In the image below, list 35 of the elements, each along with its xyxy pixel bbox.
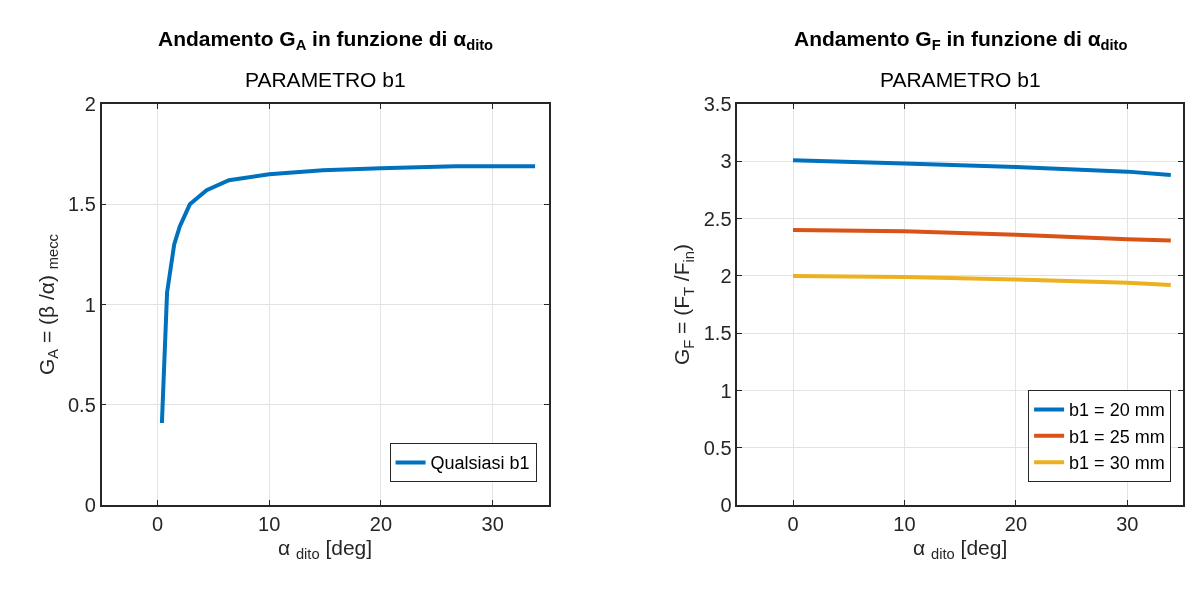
chart-subtitle: PARAMETRO b1 [245,68,406,91]
x-tick-label: 30 [1116,512,1139,535]
y-tick-label: 1 [84,293,96,316]
y-tick-label: 2 [720,264,732,287]
y-tick-label: 0 [720,494,732,517]
chart-title: Andamento G$_{F}$ in funzione di α$_{dito}$ [794,27,1128,54]
y-tick-label: 0 [84,494,96,517]
x-tick-label: 0 [151,512,164,535]
line-series [791,158,1173,178]
legend-label: b1 = 30 mm [1069,453,1165,474]
chart-subtitle: PARAMETRO b1 [880,68,1041,91]
y-tick-label: 1 [720,379,732,402]
legend-label: Qualsiasi b1 [430,453,530,474]
y-tick-label: 2.5 [703,207,732,230]
x-tick-label: 20 [369,512,393,535]
x-axis-title: α $_{dito}$ [deg] [277,535,373,563]
x-tick-label: 20 [1004,512,1028,535]
y-tick-label: 1.5 [703,322,732,345]
x-tick-label: 10 [258,512,281,535]
x-axis-title: α $_{dito}$ [deg] [913,535,1008,563]
y-tick-label: 3.5 [703,92,732,115]
x-tick-label: 30 [481,512,504,535]
x-tick-label: 10 [893,512,916,535]
x-tick-label: 0 [787,512,799,535]
legend-label: b1 = 20 mm [1069,400,1165,421]
legend-label: b1 = 25 mm [1069,426,1165,447]
y-tick-label: 0.5 [703,436,732,459]
y-tick-label: 1.5 [68,193,96,216]
line-series [791,273,1173,288]
y-tick-label: 3 [720,150,732,173]
line-series [791,228,1173,243]
y-tick-label: 0.5 [68,393,96,416]
chart-title: Andamento G$_{A}$ in funzione di α$_{dito}$ [158,27,494,54]
line-series [159,164,538,425]
y-tick-label: 2 [84,92,96,115]
